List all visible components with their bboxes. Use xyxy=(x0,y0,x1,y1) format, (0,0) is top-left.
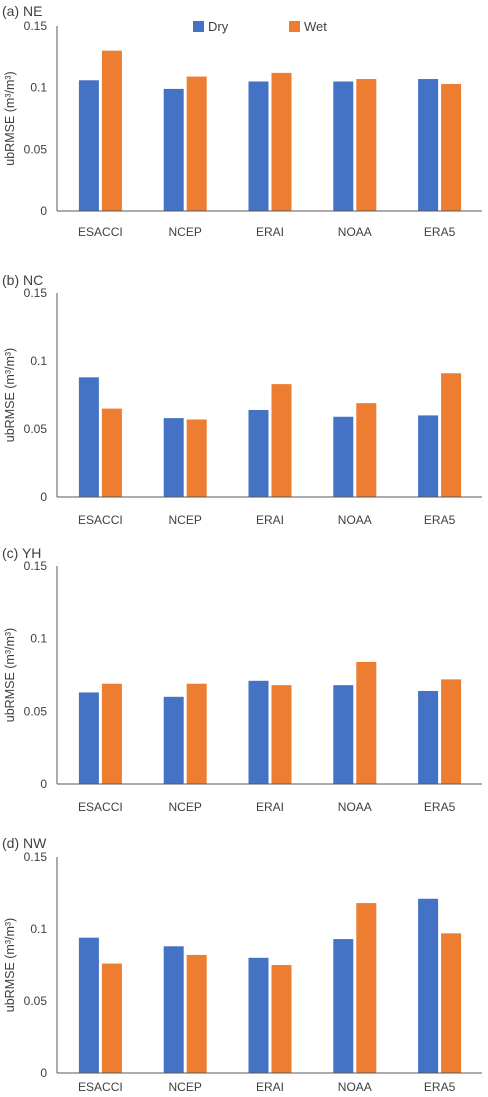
bar-wet xyxy=(356,661,377,784)
panel-title: (d) NW xyxy=(2,835,47,851)
y-tick-label: 0.15 xyxy=(24,559,48,573)
y-tick-label: 0.05 xyxy=(24,422,48,436)
y-axis-title: ubRMSE (m³/m³) xyxy=(3,628,17,722)
legend-swatch-wet xyxy=(289,21,300,32)
bar-wet xyxy=(101,963,122,1073)
bar-wet xyxy=(186,419,207,497)
bar-wet xyxy=(271,965,292,1073)
bar-dry xyxy=(248,409,269,497)
bar-wet xyxy=(101,408,122,497)
y-tick-label: 0 xyxy=(40,204,47,218)
bar-dry xyxy=(333,81,354,211)
x-tick-label: ESACCI xyxy=(78,800,123,814)
bar-dry xyxy=(333,685,354,784)
bar-wet xyxy=(441,679,462,784)
bar-dry xyxy=(78,377,99,497)
bar-dry xyxy=(163,88,184,211)
y-tick-label: 0 xyxy=(40,490,47,504)
x-tick-label: NCEP xyxy=(169,800,202,814)
x-tick-label: NOAA xyxy=(338,800,372,814)
bar-dry xyxy=(248,81,269,211)
bar-wet xyxy=(441,933,462,1073)
bar-dry xyxy=(418,79,439,212)
x-tick-label: NCEP xyxy=(169,1080,202,1094)
x-tick-label: NOAA xyxy=(338,225,372,239)
bar-dry xyxy=(333,416,354,497)
bar-wet xyxy=(441,83,462,211)
x-tick-label: NCEP xyxy=(169,225,202,239)
bar-wet xyxy=(186,76,207,211)
legend-label-wet: Wet xyxy=(304,19,327,34)
y-tick-label: 0 xyxy=(40,777,47,791)
bar-dry xyxy=(163,418,184,497)
panel-title: (b) NC xyxy=(2,272,43,288)
bar-wet xyxy=(186,683,207,784)
y-tick-label: 0.05 xyxy=(24,142,48,156)
bar-dry xyxy=(418,415,439,497)
bar-wet xyxy=(271,384,292,497)
bar-dry xyxy=(333,939,354,1073)
legend-label-dry: Dry xyxy=(208,19,229,34)
bar-dry xyxy=(248,957,269,1073)
x-tick-label: ERAI xyxy=(256,225,284,239)
x-tick-label: ESACCI xyxy=(78,225,123,239)
x-tick-label: ESACCI xyxy=(78,513,123,527)
y-tick-label: 0.1 xyxy=(30,922,47,936)
bar-dry xyxy=(418,898,439,1073)
panel-title: (a) NE xyxy=(2,3,42,19)
bar-dry xyxy=(78,692,99,784)
x-tick-label: NCEP xyxy=(169,513,202,527)
y-tick-label: 0.05 xyxy=(24,704,48,718)
x-tick-label: ERAI xyxy=(256,1080,284,1094)
bar-dry xyxy=(163,946,184,1073)
bar-wet xyxy=(356,79,377,212)
y-tick-label: 0.05 xyxy=(24,994,48,1008)
bar-wet xyxy=(271,72,292,211)
bar-wet xyxy=(101,683,122,784)
y-axis-title: ubRMSE (m³/m³) xyxy=(3,348,17,442)
x-tick-label: ERA5 xyxy=(424,225,456,239)
bar-wet xyxy=(271,685,292,784)
y-tick-label: 0.1 xyxy=(30,632,47,646)
y-axis-title: ubRMSE (m³/m³) xyxy=(3,71,17,165)
bar-dry xyxy=(163,696,184,784)
bar-wet xyxy=(101,50,122,211)
bar-wet xyxy=(441,373,462,497)
legend-swatch-dry xyxy=(193,21,204,32)
y-tick-label: 0.1 xyxy=(30,354,47,368)
x-tick-label: ERA5 xyxy=(424,800,456,814)
bar-dry xyxy=(78,937,99,1073)
bar-dry xyxy=(248,680,269,784)
bar-wet xyxy=(356,903,377,1073)
y-tick-label: 0 xyxy=(40,1066,47,1080)
bar-wet xyxy=(186,954,207,1073)
x-tick-label: NOAA xyxy=(338,1080,372,1094)
x-tick-label: ERAI xyxy=(256,800,284,814)
x-tick-label: ESACCI xyxy=(78,1080,123,1094)
x-tick-label: ERA5 xyxy=(424,1080,456,1094)
x-tick-label: ERAI xyxy=(256,513,284,527)
y-axis-title: ubRMSE (m³/m³) xyxy=(3,918,17,1012)
panel-title: (c) YH xyxy=(2,545,41,561)
x-tick-label: ERA5 xyxy=(424,513,456,527)
x-tick-label: NOAA xyxy=(338,513,372,527)
bar-dry xyxy=(418,690,439,784)
bar-wet xyxy=(356,403,377,497)
bar-dry xyxy=(78,80,99,212)
y-tick-label: 0.15 xyxy=(24,286,48,300)
y-tick-label: 0.15 xyxy=(24,850,48,864)
y-tick-label: 0.1 xyxy=(30,81,47,95)
y-tick-label: 0.15 xyxy=(24,19,48,33)
